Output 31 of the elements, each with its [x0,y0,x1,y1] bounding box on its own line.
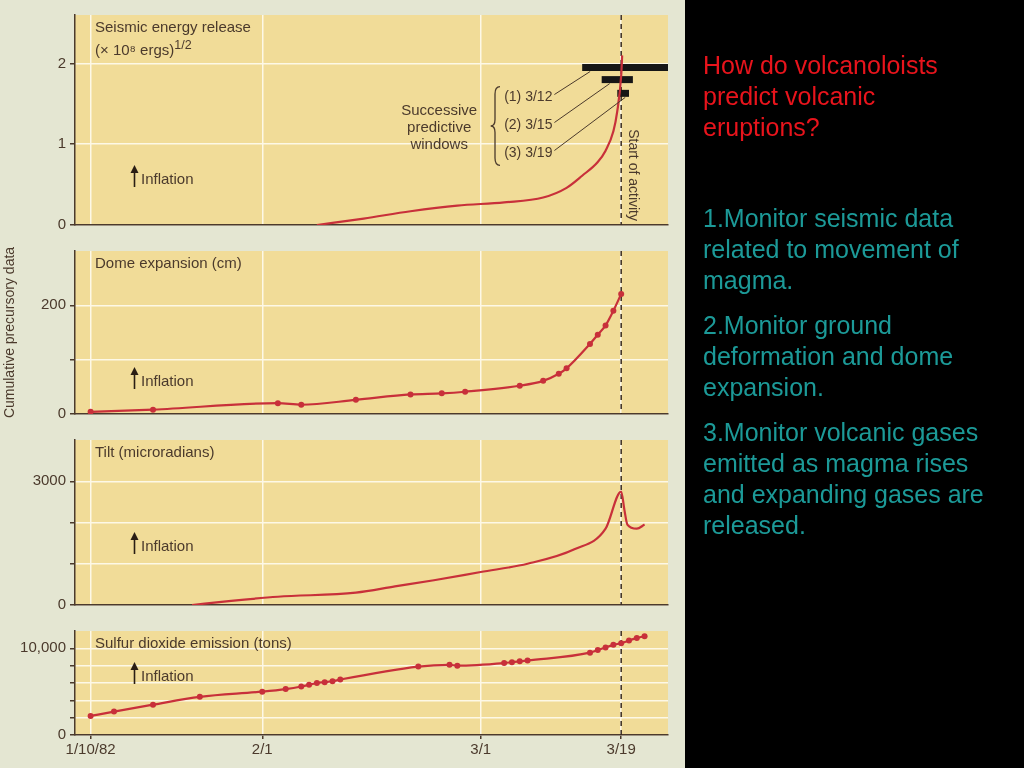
x-tick-label: 1/10/82 [65,740,116,758]
y-tick-label: 0 [57,215,66,233]
x-tick-label: 3/1 [470,740,492,758]
y-tick-label: 1 [57,134,66,152]
y-tick-label: 0 [57,595,66,613]
y-tick-label: 0 [57,404,66,422]
legend-title: Successive predictive windows [400,100,479,152]
y-tick-label: 3000 [32,471,66,489]
x-tick-label: 2/1 [251,740,273,758]
y-tick-label: 2 [57,53,66,71]
text: (3) 3/19 [504,144,553,161]
chart-title: Sulfur dioxide emission (tons) [95,634,292,652]
annotation: Inflation [141,169,194,187]
annotation: Inflation [141,666,194,684]
annotation: Inflation [141,371,194,389]
text: 3.Monitor volcanic gases emitted as magma rises and expanding gases are released. [703,417,985,541]
y-tick-label: 10,000 [20,638,66,656]
x-tick-label: 3/19 [606,740,636,758]
y-tick-label: 0 [57,725,66,743]
y-axis-title: Cumulative precursory data [1,246,18,419]
text: (2) 3/15 [504,116,553,133]
y-tick-label: 200 [40,295,66,313]
text: 1.Monitor seismic data related to movement of magma. [703,203,960,296]
chart-title: Tilt (microradians) [95,443,215,461]
annotation: Inflation [141,536,194,554]
text: How do volcanoloists predict volcanic eruptions? [703,50,939,143]
text: Seismic energy release (× 10⁸ ergs)$^{1/2}$ [95,18,252,59]
text: 2.Monitor ground deformation and dome expansion. [703,310,955,403]
ref-line-label: Start of activity [626,129,643,222]
text: (1) 3/12 [504,88,553,105]
chart-title: Dome expansion (cm) [95,254,242,272]
